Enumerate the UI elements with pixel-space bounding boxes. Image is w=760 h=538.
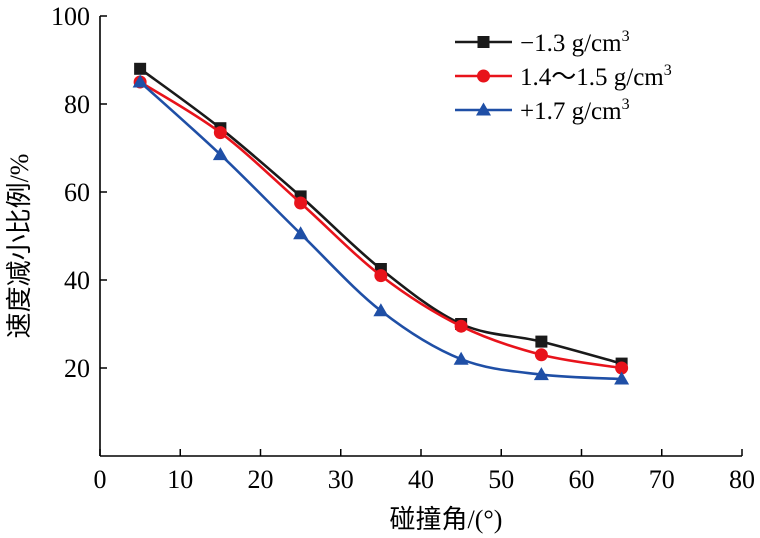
legend-label-superscript: 3 xyxy=(664,62,672,79)
y-tick-label: 80 xyxy=(64,90,90,119)
x-ticks: 0 10 20 30 40 50 60 70 80 xyxy=(94,449,755,494)
data-point xyxy=(374,269,388,283)
x-axis-title: 碰撞角/(°) xyxy=(390,505,503,534)
y-tick-label: 20 xyxy=(64,354,90,383)
data-point xyxy=(294,196,308,210)
data-point xyxy=(212,147,228,161)
x-tick-label: 30 xyxy=(328,465,354,494)
legend-item: +1.7 g/cm3 xyxy=(455,96,630,125)
x-tick-label: 50 xyxy=(488,465,514,494)
legend-label: +1.7 g/cm3 xyxy=(520,96,630,125)
legend-label-text: −1.3 g/cm xyxy=(520,30,622,57)
data-point xyxy=(453,351,469,365)
y-ticks: 20 40 60 80 100 xyxy=(51,2,107,383)
legend-label-text: +1.7 g/cm xyxy=(520,98,622,125)
data-point xyxy=(614,371,630,385)
data-point xyxy=(535,335,548,348)
x-tick-label: 10 xyxy=(167,465,193,494)
data-point xyxy=(134,62,147,75)
legend-marker xyxy=(477,36,490,48)
y-tick-label: 40 xyxy=(64,266,90,295)
data-point xyxy=(533,367,549,381)
data-point xyxy=(534,348,548,362)
legend-label: −1.3 g/cm3 xyxy=(520,28,630,57)
legend-marker xyxy=(476,102,491,116)
legend-marker xyxy=(477,69,490,83)
data-point xyxy=(293,226,309,240)
series-layer xyxy=(132,62,630,385)
series-3 xyxy=(132,74,630,385)
x-tick-label: 80 xyxy=(729,465,755,494)
legend-label-superscript: 3 xyxy=(622,96,630,113)
x-tick-label: 20 xyxy=(248,465,274,494)
x-tick-label: 0 xyxy=(94,465,107,494)
x-tick-label: 60 xyxy=(569,465,595,494)
legend-label-text: 1.4～1.5 g/cm xyxy=(520,64,664,91)
data-point xyxy=(454,319,468,333)
y-tick-label: 100 xyxy=(51,2,90,31)
legend-item: 1.4～1.5 g/cm3 xyxy=(455,62,672,91)
y-axis-title: 速度减小比例/% xyxy=(5,154,34,339)
data-point xyxy=(373,303,389,317)
legend-label: 1.4～1.5 g/cm3 xyxy=(520,62,672,91)
data-point xyxy=(615,361,629,375)
x-tick-label: 70 xyxy=(649,465,675,494)
series-2 xyxy=(133,75,629,375)
legend-label-superscript: 3 xyxy=(622,28,630,45)
x-tick-label: 40 xyxy=(408,465,434,494)
data-point xyxy=(132,74,148,88)
legend-item: −1.3 g/cm3 xyxy=(455,28,630,57)
data-point xyxy=(213,126,227,140)
y-tick-label: 60 xyxy=(64,178,90,207)
